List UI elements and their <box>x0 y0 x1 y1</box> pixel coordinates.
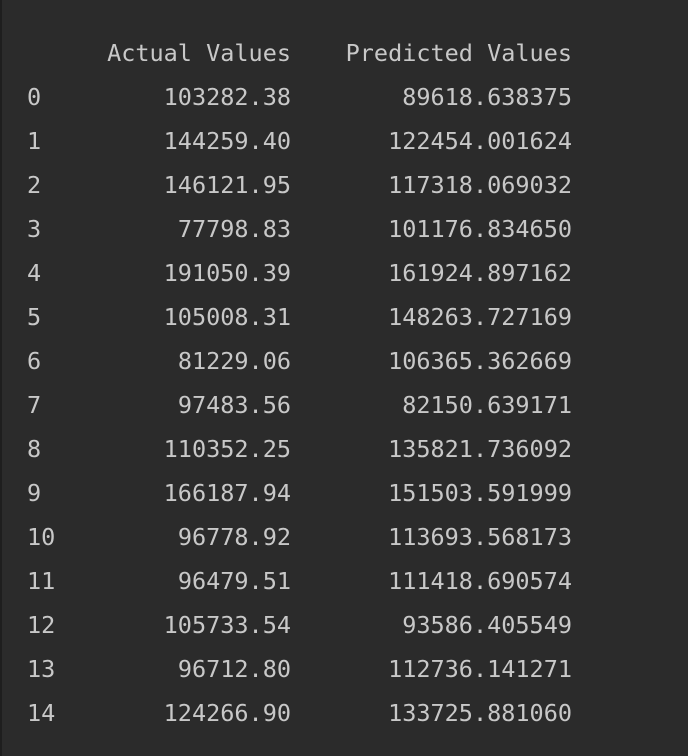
actual-value: 96778.92 <box>177 523 291 551</box>
table-row: 10 96778.92 113693.568173 <box>0 515 688 559</box>
actual-value: 103282.38 <box>163 83 291 111</box>
table-row: 14 124266.90 133725.881060 <box>0 691 688 735</box>
predicted-value: 117318.069032 <box>388 171 572 199</box>
row-index: 9 <box>27 479 42 507</box>
predicted-value: 111418.690574 <box>388 567 572 595</box>
row-index: 0 <box>27 83 42 111</box>
table-row: 6 81229.06 106365.362669 <box>0 339 688 383</box>
predicted-value: 101176.834650 <box>388 215 572 243</box>
dataframe-header-row: Actual Values Predicted Values <box>0 31 688 75</box>
predicted-value: 122454.001624 <box>388 127 572 155</box>
row-index: 12 <box>27 611 56 639</box>
actual-value: 96712.80 <box>177 655 291 683</box>
predicted-value: 148263.727169 <box>388 303 572 331</box>
table-row: 0 103282.38 89618.638375 <box>0 75 688 119</box>
actual-value: 191050.39 <box>163 259 291 287</box>
table-row: 9 166187.94 151503.591999 <box>0 471 688 515</box>
table-row: 5 105008.31 148263.727169 <box>0 295 688 339</box>
table-row: 2 146121.95 117318.069032 <box>0 163 688 207</box>
row-index: 13 <box>27 655 56 683</box>
row-index: 4 <box>27 259 42 287</box>
predicted-value: 133725.881060 <box>388 699 572 727</box>
actual-value: 97483.56 <box>177 391 291 419</box>
actual-value: 110352.25 <box>163 435 291 463</box>
column-header-predicted-values: Predicted Values <box>345 39 572 67</box>
table-row: 11 96479.51 111418.690574 <box>0 559 688 603</box>
predicted-value: 82150.639171 <box>402 391 572 419</box>
predicted-value: 112736.141271 <box>388 655 572 683</box>
actual-value: 124266.90 <box>163 699 291 727</box>
actual-value: 166187.94 <box>163 479 291 507</box>
table-row: 13 96712.80 112736.141271 <box>0 647 688 691</box>
row-index: 14 <box>27 699 56 727</box>
actual-value: 105733.54 <box>163 611 291 639</box>
predicted-value: 93586.405549 <box>402 611 572 639</box>
row-index: 7 <box>27 391 42 419</box>
predicted-value: 113693.568173 <box>388 523 572 551</box>
row-index: 2 <box>27 171 42 199</box>
column-header-actual-values: Actual Values <box>107 39 291 67</box>
table-row: 1 144259.40 122454.001624 <box>0 119 688 163</box>
table-row: 3 77798.83 101176.834650 <box>0 207 688 251</box>
table-row: 7 97483.56 82150.639171 <box>0 383 688 427</box>
row-index: 1 <box>27 127 42 155</box>
actual-value: 144259.40 <box>163 127 291 155</box>
actual-value: 146121.95 <box>163 171 291 199</box>
row-index: 3 <box>27 215 42 243</box>
actual-value: 105008.31 <box>163 303 291 331</box>
predicted-value: 151503.591999 <box>388 479 572 507</box>
row-index: 8 <box>27 435 42 463</box>
predicted-value: 89618.638375 <box>402 83 572 111</box>
predicted-value: 106365.362669 <box>388 347 572 375</box>
panel-edge-divider <box>0 0 2 756</box>
row-index: 10 <box>27 523 56 551</box>
actual-value: 77798.83 <box>177 215 291 243</box>
row-index: 11 <box>27 567 56 595</box>
predicted-value: 161924.897162 <box>388 259 572 287</box>
table-row: 4 191050.39 161924.897162 <box>0 251 688 295</box>
row-index: 5 <box>27 303 42 331</box>
table-row: 8 110352.25 135821.736092 <box>0 427 688 471</box>
row-index: 6 <box>27 347 42 375</box>
actual-value: 81229.06 <box>177 347 291 375</box>
table-row: 12 105733.54 93586.405549 <box>0 603 688 647</box>
actual-value: 96479.51 <box>177 567 291 595</box>
predicted-value: 135821.736092 <box>388 435 572 463</box>
